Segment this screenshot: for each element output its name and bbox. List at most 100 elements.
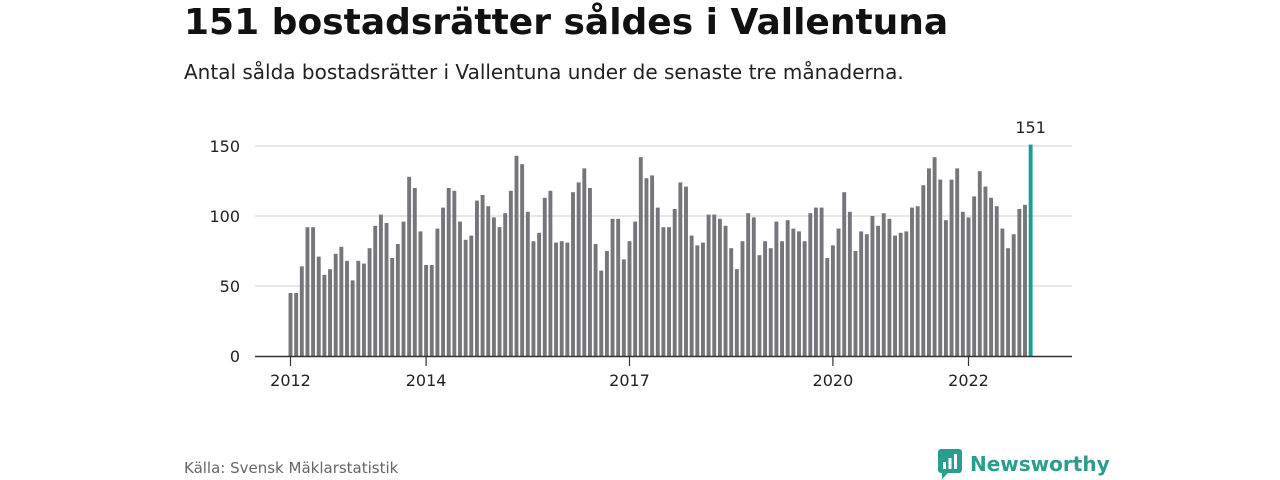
bar xyxy=(847,211,852,356)
brand-logo[interactable]: Newsworthy xyxy=(938,449,1110,479)
bar xyxy=(808,213,813,356)
bar xyxy=(384,223,389,356)
bar xyxy=(655,207,660,356)
bar xyxy=(1006,248,1010,356)
bar xyxy=(757,255,762,356)
x-tick-label: 2020 xyxy=(813,371,854,390)
bar xyxy=(305,227,310,356)
bar xyxy=(316,256,321,356)
bar xyxy=(712,214,717,356)
bar xyxy=(576,182,581,356)
bar xyxy=(407,176,412,356)
bar xyxy=(469,235,474,356)
y-tick-label: 150 xyxy=(209,137,240,156)
bar xyxy=(582,168,587,356)
bar xyxy=(333,253,338,356)
bar-chart: 0 50 100 150 2012 2014 2017 2020 2022 151 xyxy=(209,118,1072,390)
bar xyxy=(441,207,445,356)
bar xyxy=(475,200,479,356)
bar xyxy=(864,234,869,356)
bar xyxy=(311,227,316,356)
source-note: Källa: Svensk Mäklarstatistik xyxy=(184,459,399,477)
bar xyxy=(870,216,875,356)
bar xyxy=(723,225,728,356)
bar xyxy=(621,259,626,356)
bar xyxy=(836,228,841,356)
x-tick-label: 2017 xyxy=(609,371,650,390)
bar xyxy=(424,265,429,356)
bar xyxy=(571,192,575,356)
bar xyxy=(910,207,914,356)
bar xyxy=(774,221,779,356)
bar xyxy=(887,218,892,356)
bar xyxy=(689,235,694,356)
bar xyxy=(830,245,835,356)
bar xyxy=(876,225,881,356)
bar xyxy=(740,241,745,356)
bar xyxy=(706,214,711,356)
bar xyxy=(1023,204,1027,356)
highlight-bar xyxy=(1028,144,1033,356)
bar xyxy=(814,207,818,356)
bar xyxy=(418,231,423,356)
bar xyxy=(819,207,824,356)
bar xyxy=(797,231,801,356)
bar xyxy=(943,220,948,356)
x-tick-label: 2012 xyxy=(270,371,311,390)
x-tick-label: 2022 xyxy=(948,371,989,390)
bar xyxy=(672,209,677,356)
bar xyxy=(463,239,468,356)
x-tick-label: 2014 xyxy=(406,371,447,390)
bar xyxy=(983,186,988,356)
bar xyxy=(356,260,361,356)
bar xyxy=(627,241,632,356)
bar xyxy=(401,221,406,356)
bar xyxy=(299,266,304,356)
bar xyxy=(825,258,830,356)
bar xyxy=(373,225,378,356)
bar xyxy=(898,232,903,356)
bar xyxy=(412,188,417,356)
bar xyxy=(593,244,598,356)
bar xyxy=(503,213,508,356)
bar xyxy=(949,179,954,356)
bar xyxy=(531,241,536,356)
bar xyxy=(548,190,553,356)
bar xyxy=(966,217,971,356)
bar xyxy=(994,206,999,356)
bar xyxy=(893,235,897,356)
bar xyxy=(859,231,864,356)
bar xyxy=(633,221,638,356)
bar xyxy=(853,251,858,356)
bar xyxy=(452,190,457,356)
bar xyxy=(565,242,570,356)
bar xyxy=(684,186,688,356)
bar xyxy=(927,168,931,356)
bar xyxy=(599,270,604,356)
bar xyxy=(977,171,982,356)
bar xyxy=(616,218,621,356)
bar xyxy=(644,178,649,356)
bar xyxy=(294,293,299,356)
y-tick-label: 100 xyxy=(209,207,240,226)
bar xyxy=(328,269,332,356)
bar xyxy=(938,179,943,356)
bar xyxy=(751,217,756,356)
bar xyxy=(458,221,462,356)
bar xyxy=(395,244,400,356)
bar xyxy=(288,293,293,356)
bar xyxy=(881,213,886,356)
bar xyxy=(695,245,700,356)
bar xyxy=(791,228,796,356)
bar xyxy=(650,175,655,356)
bar xyxy=(701,242,705,356)
bar xyxy=(667,227,671,356)
bar xyxy=(537,232,542,356)
bar xyxy=(542,197,547,356)
bar xyxy=(345,260,349,356)
bar xyxy=(638,157,643,356)
bar xyxy=(661,227,666,356)
y-tick-label: 50 xyxy=(220,277,240,296)
bar xyxy=(508,190,513,356)
bar xyxy=(520,164,525,356)
